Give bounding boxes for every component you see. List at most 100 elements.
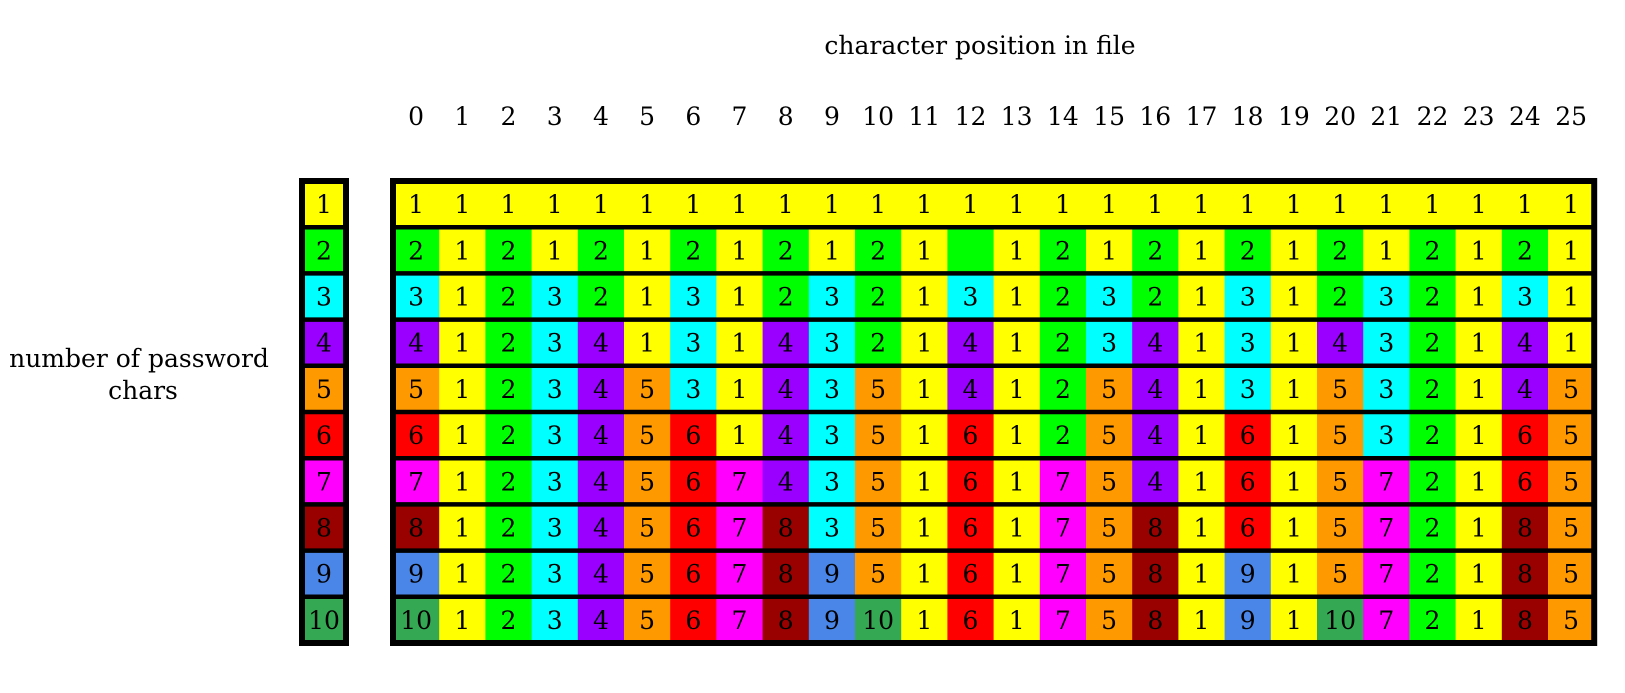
grid-cell-value: 2 <box>1147 236 1163 265</box>
grid-cell <box>901 227 948 274</box>
grid-cell <box>531 365 579 412</box>
grid-cell-value: 1 <box>1286 467 1302 496</box>
grid-cell-value: 4 <box>593 606 609 635</box>
grid-cell-value: 2 <box>870 329 886 358</box>
grid-cell <box>808 181 856 228</box>
grid-cell-value: 4 <box>408 329 424 358</box>
grid-cell-value: 1 <box>1471 283 1487 312</box>
grid-cell-value: 1 <box>916 283 932 312</box>
grid-cell-value: 1 <box>1055 190 1071 219</box>
grid-cell <box>762 412 810 459</box>
grid-cell <box>1501 596 1549 643</box>
grid-cell <box>531 227 579 274</box>
grid-cell <box>716 596 764 643</box>
grid-cell-value: 2 <box>1055 329 1071 358</box>
grid-cell-value: 2 <box>1425 421 1441 450</box>
grid-cell <box>947 181 995 228</box>
grid-cell <box>531 458 579 505</box>
grid-cell <box>1270 227 1318 274</box>
grid-cell-value: 1 <box>732 190 748 219</box>
grid-cell <box>1548 273 1595 320</box>
grid-cell <box>1039 227 1087 274</box>
grid-cell <box>808 273 856 320</box>
grid-cell-value: 8 <box>778 514 794 543</box>
grid-cell-value: 1 <box>454 375 470 404</box>
grid-cell-value: 5 <box>870 421 886 450</box>
grid-cell-value: 3 <box>824 283 840 312</box>
position-label: 21 <box>1370 102 1402 131</box>
grid-cell-value: 3 <box>547 375 563 404</box>
grid-cell-value: 2 <box>1425 283 1441 312</box>
grid-cell-value: 7 <box>1055 467 1071 496</box>
grid-cell <box>716 504 764 551</box>
grid-cell-value: 5 <box>639 421 655 450</box>
grid-cell <box>670 458 717 505</box>
grid-cell <box>1178 412 1226 459</box>
grid-cell-value: 5 <box>1332 375 1348 404</box>
position-label: 17 <box>1186 102 1218 131</box>
grid-cell-value: 5 <box>1332 421 1348 450</box>
grid-cell <box>577 412 625 459</box>
grid-cell-value: 1 <box>1009 421 1025 450</box>
grid-cell <box>624 458 671 505</box>
y-axis-label: number of password chars <box>9 344 277 405</box>
grid-cell-value: 1 <box>639 190 655 219</box>
grid-cell-value: 5 <box>1332 467 1348 496</box>
grid-cell <box>762 504 810 551</box>
grid-cell-value: 1 <box>1194 421 1210 450</box>
grid-cell-value: 2 <box>1240 236 1256 265</box>
grid-cell-value: 1 <box>1563 236 1579 265</box>
grid-cell <box>393 458 440 505</box>
grid-cell-value: 5 <box>1332 560 1348 589</box>
grid-cell-value: 1 <box>454 236 470 265</box>
grid-cell <box>670 273 717 320</box>
grid-cell <box>901 458 948 505</box>
grid-cell <box>1501 319 1549 366</box>
grid-cell-value: 3 <box>685 329 701 358</box>
grid-cell-value: 3 <box>685 375 701 404</box>
grid-cell-value: 7 <box>1378 606 1394 635</box>
grid-cell <box>670 412 717 459</box>
grid-cell-value: 1 <box>916 375 932 404</box>
grid-cell-value: 1 <box>1194 467 1210 496</box>
grid-cell-value: 1 <box>1471 560 1487 589</box>
grid-cell-value: 3 <box>824 514 840 543</box>
grid-cell <box>1132 181 1179 228</box>
grid-cell-value: 1 <box>1009 560 1025 589</box>
grid-cell <box>1224 504 1272 551</box>
grid-cell <box>393 550 440 597</box>
grid-cell-value: 7 <box>1055 514 1071 543</box>
position-label: 23 <box>1463 102 1495 131</box>
grid-cell <box>762 181 810 228</box>
grid-cell-value: 8 <box>1147 606 1163 635</box>
grid-cell <box>1270 181 1318 228</box>
grid-cell <box>947 596 995 643</box>
grid-cell-value: 1 <box>1471 236 1487 265</box>
grid-cell-value: 9 <box>1240 606 1256 635</box>
grid-cell <box>577 273 625 320</box>
grid-cell <box>1270 365 1318 412</box>
grid-cell-value: 2 <box>778 236 794 265</box>
legend-label: 3 <box>316 283 332 312</box>
grid-cell-value: 1 <box>1194 560 1210 589</box>
grid-cell-value: 2 <box>1425 467 1441 496</box>
grid-cell <box>1548 596 1595 643</box>
grid-cell-value: 1 <box>1009 606 1025 635</box>
grid-cell <box>1039 365 1087 412</box>
grid-cell <box>855 458 902 505</box>
grid-cell-value: 1 <box>1332 190 1348 219</box>
position-label: 24 <box>1509 102 1541 131</box>
grid-cell <box>808 550 856 597</box>
grid-cell-value: 3 <box>1240 329 1256 358</box>
grid-cell-value: 6 <box>963 467 979 496</box>
grid-cell-value: 1 <box>916 236 932 265</box>
grid-cell <box>624 504 671 551</box>
grid-cell <box>1317 596 1364 643</box>
grid-cell-value: 2 <box>501 514 517 543</box>
grid-cell <box>947 504 995 551</box>
grid-cell-value: 7 <box>732 560 748 589</box>
grid-cell-value: 6 <box>685 467 701 496</box>
grid-cell <box>808 227 856 274</box>
grid-cell <box>1039 458 1087 505</box>
grid-cell-value: 2 <box>501 421 517 450</box>
